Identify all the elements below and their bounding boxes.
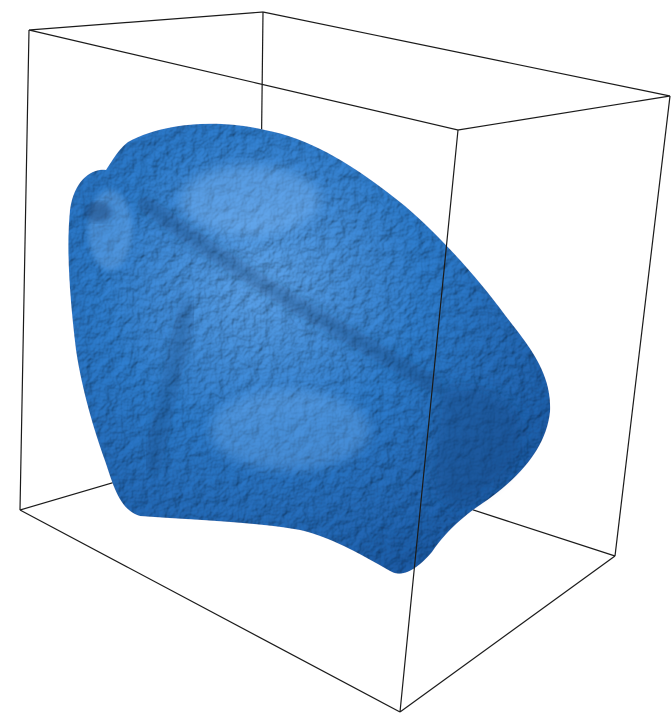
blob-highlight (88, 190, 132, 270)
blob-shadow (432, 386, 523, 505)
box-edge (19, 509, 401, 713)
blob-crease (137, 195, 443, 393)
box-edge (19, 29, 30, 511)
blob-notch (84, 202, 112, 222)
box-edge (457, 95, 671, 131)
bounding-box-front-edges (19, 29, 671, 713)
box-edge (28, 29, 459, 131)
box-edge (262, 11, 671, 97)
box-edge (614, 95, 671, 557)
box-edge (399, 555, 616, 713)
isosurface-blob-icon[interactable] (68, 123, 551, 574)
blob-highlight (210, 390, 370, 470)
box-edge (28, 11, 264, 31)
blob-crease (144, 298, 196, 472)
box-edge (399, 129, 459, 713)
blob-highlight (180, 165, 320, 235)
